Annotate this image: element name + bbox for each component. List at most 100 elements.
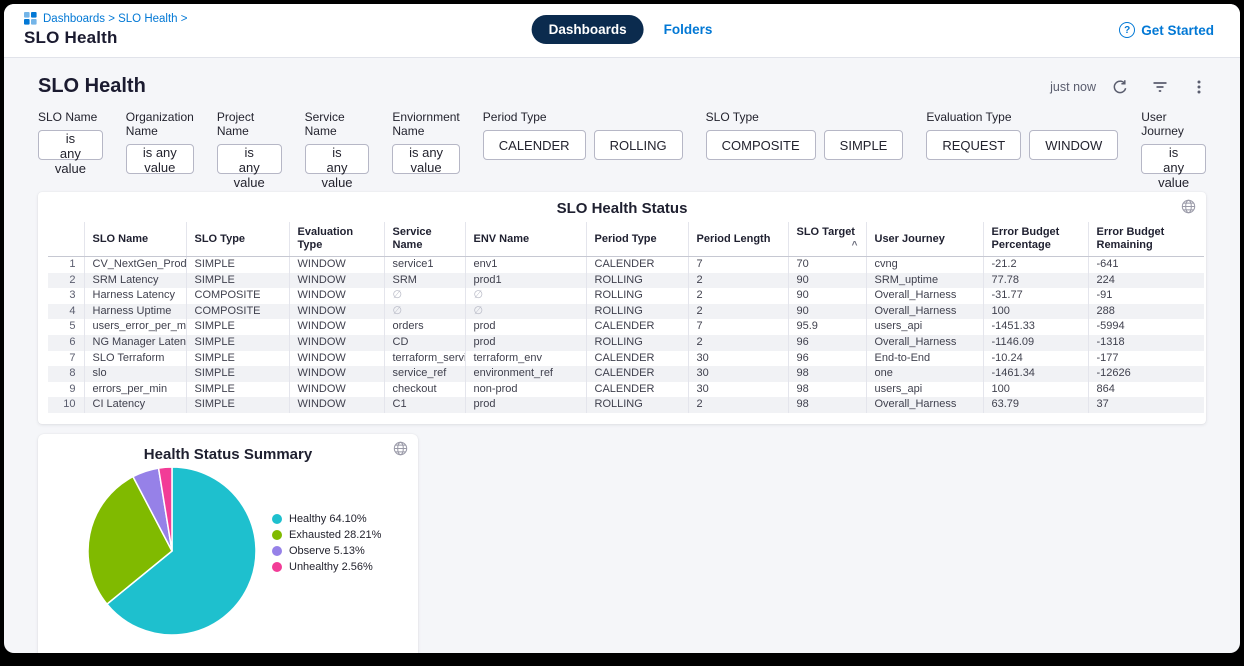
column-header[interactable]: Evaluation Type [288, 222, 384, 257]
table-row[interactable]: 8 slo SIMPLE WINDOW service_ref environment_r… [48, 366, 1204, 382]
filter-button[interactable]: SIMPLE [823, 130, 904, 160]
filter-button[interactable]: CALENDER [482, 130, 586, 160]
legend-item[interactable]: Observe 5.13% [272, 545, 381, 557]
column-header[interactable]: SLO Type [185, 222, 289, 257]
column-header[interactable]: Period Length [687, 222, 788, 257]
cell: checkout [383, 381, 465, 398]
pie-slice-healthy[interactable] [105, 466, 257, 636]
legend-label: Healthy 64.10% [289, 513, 367, 525]
cell: ROLLING [585, 272, 688, 289]
cell: -1318 [1087, 334, 1204, 351]
filter-button[interactable]: WINDOW [1029, 130, 1119, 160]
table-row[interactable]: 6NG Manager LatencySIMPLEWINDOWCDprodROL… [48, 334, 1204, 351]
filter-button[interactable]: ROLLING [593, 130, 683, 160]
table-row[interactable]: 9 errors_per_min SIMPLE WINDOW checkout non-p… [48, 381, 1204, 398]
filter-buttons: is any value [304, 144, 370, 190]
legend-item[interactable]: Healthy 64.10% [272, 513, 381, 525]
slo-health-status-card: SLO Health Status SLO Name SLO Type Evalua… [38, 192, 1206, 424]
kebab-menu-icon[interactable] [1192, 79, 1206, 95]
column-header[interactable]: Service Name [383, 222, 465, 257]
filter-label: Service Name [304, 110, 345, 138]
cell: 30 [687, 350, 788, 367]
cell: SIMPLE [185, 350, 289, 367]
pie-slice-unhealthy[interactable] [157, 466, 173, 552]
tab-folders[interactable]: Folders [663, 22, 713, 37]
breadcrumb-text[interactable]: Dashboards > SLO Health > [43, 12, 188, 25]
cell: SIMPLE [185, 256, 289, 273]
filter-group: Enviornment Name is any value [392, 110, 460, 175]
filter-label: Evaluation Type [926, 110, 1012, 124]
pie-chart [87, 466, 257, 636]
filter-buttons: is any value [1141, 144, 1207, 190]
last-refreshed-label: just now [1050, 79, 1096, 94]
table-row[interactable]: 1 CV_NextGen_Prod SIMPLE WINDOW service1 env1… [48, 256, 1204, 273]
filter-button[interactable]: is any value [392, 144, 460, 175]
filter-icon[interactable] [1152, 79, 1168, 95]
row-number: 10 [48, 397, 84, 413]
cell: users_api [865, 381, 983, 398]
table-row[interactable]: 4 Harness Uptime COMPOSITE WINDOW ∅ ∅ ROLLING 2… [48, 303, 1204, 320]
refresh-icon[interactable] [1112, 79, 1128, 95]
cell: WINDOW [288, 334, 384, 351]
health-status-summary-card: Health Status Summary Healthy 64.10% Exha… [38, 434, 418, 653]
column-header[interactable]: Error Budget Remaining [1087, 222, 1204, 257]
filter-label: Project Name [216, 110, 255, 138]
column-header[interactable]: ENV Name [464, 222, 586, 257]
app-window: Dashboards > SLO Health > SLO Health Das… [4, 4, 1240, 653]
column-header[interactable]: Error Budget Percentage [982, 222, 1088, 257]
filter-button[interactable]: REQUEST [926, 130, 1022, 160]
tab-dashboards[interactable]: Dashboards [531, 15, 644, 44]
cell: WINDOW [288, 350, 384, 367]
column-header[interactable]: SLO Target ^ [787, 222, 866, 257]
cell: SIMPLE [185, 319, 289, 335]
row-number: 3 [69, 289, 76, 302]
cell: Overall_Harness [865, 288, 983, 304]
globe-icon[interactable] [1181, 199, 1196, 219]
filter-button[interactable]: is any value [304, 144, 370, 190]
globe-icon[interactable] [393, 441, 408, 461]
legend-item[interactable]: Exhausted 28.21% [272, 529, 381, 541]
pie-slice-exhausted[interactable] [87, 475, 173, 606]
dashboard-header: SLO Health just now [38, 73, 1206, 100]
cell: ROLLING [585, 303, 688, 320]
cell: SIMPLE [185, 381, 289, 398]
cell: 70 [787, 256, 866, 273]
cell: -91 [1087, 288, 1204, 304]
get-started-link[interactable]: ? Get Started [1119, 22, 1214, 38]
cell: ∅ [383, 288, 465, 304]
filter-button[interactable]: is any value [216, 144, 282, 190]
column-header[interactable]: SLO Name [83, 222, 186, 257]
column-header[interactable]: Period Type [585, 222, 688, 257]
table-row[interactable]: 2 SRM Latency SIMPLE WINDOW SRM prod1 ROLLING 2… [48, 272, 1204, 289]
filter-button[interactable]: is any value [38, 130, 103, 176]
cell: 2 [687, 288, 788, 304]
cell: SLO Terraform [83, 350, 186, 367]
table-header-row: SLO Name SLO Type Evaluation Type Service N… [48, 222, 1204, 257]
legend-dot [272, 514, 282, 524]
cell: COMPOSITE [185, 288, 289, 304]
filter-buttons: is any value [216, 144, 282, 190]
cell: 2 [687, 334, 788, 351]
column-header[interactable]: User Journey [865, 222, 983, 257]
filter-group: Period Type CALENDER ROLLING [482, 110, 683, 174]
cell: Harness Uptime [83, 303, 186, 320]
table-row[interactable]: 10 CI Latency SIMPLE WINDOW C1 prod ROLLING 2 98… [48, 397, 1204, 413]
cell: non-prod [464, 381, 586, 398]
filter-button[interactable]: is any value [1141, 144, 1207, 190]
cell: WINDOW [288, 381, 384, 398]
filter-button[interactable]: is any value [125, 144, 194, 175]
filter-group: Evaluation Type REQUEST WINDOW [926, 110, 1119, 174]
filter-group: Service Name is any value [304, 110, 370, 190]
legend-item[interactable]: Unhealthy 2.56% [272, 561, 381, 573]
filter-buttons: is any value [392, 144, 460, 175]
pie-legend: Healthy 64.10% Exhausted 28.21% Observe 5.… [272, 513, 381, 573]
filter-label: SLO Name [38, 110, 98, 124]
table-row[interactable]: 7 SLO Terraform SIMPLE WINDOW terraform_serv… [48, 350, 1204, 367]
cell: env1 [464, 256, 586, 273]
cell: CALENDER [585, 381, 688, 398]
table-row[interactable]: 3 Harness Latency COMPOSITE WINDOW ∅ ∅ ROLLING… [48, 288, 1204, 304]
breadcrumb[interactable]: Dashboards > SLO Health > [24, 12, 1218, 25]
table-row[interactable]: 5 users_error_per_min SIMPLE WINDOW orders pr… [48, 319, 1204, 335]
filter-button[interactable]: COMPOSITE [705, 130, 816, 160]
cell: SRM Latency [83, 272, 186, 289]
